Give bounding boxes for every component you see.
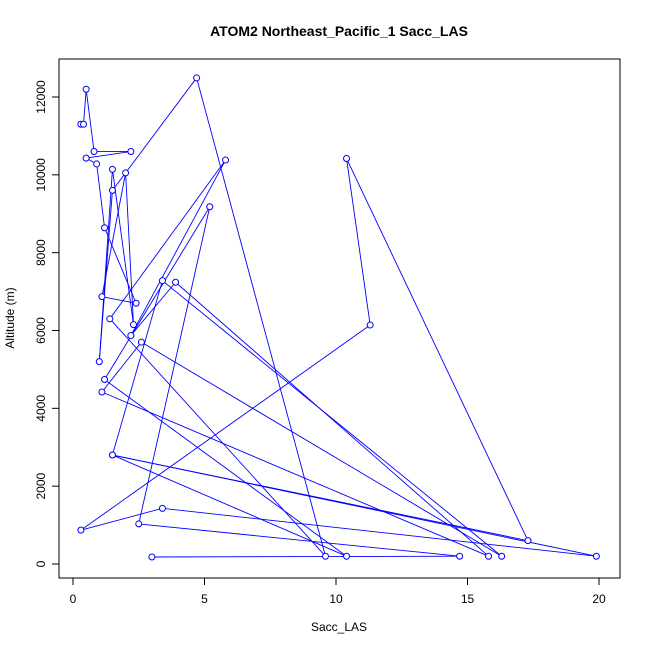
data-point — [77, 526, 85, 534]
series-line-segment — [151, 555, 460, 558]
data-point — [127, 332, 135, 340]
data-point — [456, 552, 464, 560]
series-line-segment — [101, 296, 137, 304]
y-axis-label: Altitude (m) — [3, 287, 17, 348]
y-tick-label: 6000 — [34, 317, 48, 344]
data-point — [366, 321, 374, 329]
series-line-segment — [85, 89, 95, 152]
x-axis: 0 5 10 15 20 — [70, 577, 606, 606]
x-tick-label: 20 — [592, 592, 606, 606]
data-series — [77, 74, 600, 561]
data-point — [127, 147, 135, 155]
data-point — [106, 315, 114, 323]
data-point — [108, 165, 116, 173]
series-line-segment — [130, 159, 226, 336]
series-line-segment — [112, 169, 134, 325]
series-line-segment — [346, 158, 529, 541]
series-line-segment — [130, 281, 176, 336]
data-point — [95, 358, 103, 366]
series-line-segment — [125, 172, 134, 325]
y-tick-label: 8000 — [34, 239, 48, 266]
data-point — [158, 504, 166, 512]
data-point — [485, 552, 493, 560]
series-line-segment — [346, 158, 371, 326]
data-point — [343, 552, 351, 560]
chart-title: ATOM2 Northeast_Pacific_1 Sacc_LAS — [210, 23, 468, 39]
series-line-segment — [83, 89, 87, 125]
data-point — [80, 120, 88, 128]
data-point — [101, 224, 109, 232]
data-point — [222, 156, 230, 164]
series-line-segment — [162, 280, 502, 557]
x-tick-label: 15 — [461, 592, 475, 606]
data-point — [343, 154, 351, 162]
y-tick-label: 4000 — [34, 395, 48, 422]
series-line-segment — [112, 454, 347, 557]
series-line-segment — [109, 318, 326, 557]
y-axis: 0 2000 4000 6000 8000 10000 12000 — [34, 80, 60, 567]
data-point — [172, 278, 180, 286]
data-point — [206, 203, 214, 211]
data-point — [122, 169, 130, 177]
x-axis-label: Sacc_LAS — [311, 620, 367, 634]
x-tick-label: 5 — [201, 592, 208, 606]
y-tick-label: 10000 — [34, 158, 48, 192]
series-line-segment — [86, 151, 131, 159]
series-line-segment — [175, 281, 489, 557]
series-line-segment — [80, 324, 371, 531]
data-point — [93, 160, 101, 168]
series-line-segment — [109, 159, 226, 320]
series-line-segment — [138, 206, 211, 525]
series-line-segment — [162, 507, 597, 557]
data-point — [129, 321, 137, 329]
x-tick-label: 0 — [70, 592, 77, 606]
data-point — [498, 552, 506, 560]
data-point — [524, 537, 532, 545]
data-point — [135, 520, 143, 528]
series-line-segment — [141, 341, 502, 557]
data-point — [108, 186, 116, 194]
data-point — [82, 85, 90, 93]
y-tick-label: 2000 — [34, 472, 48, 499]
series-line-segment — [104, 206, 211, 380]
data-point — [90, 147, 98, 155]
plot-area-frame — [58, 58, 621, 579]
y-tick-label: 0 — [34, 560, 48, 567]
x-tick-label: 10 — [329, 592, 343, 606]
data-point — [98, 293, 106, 301]
series-line-segment — [104, 379, 347, 557]
series-line-segment — [80, 507, 163, 531]
data-point — [148, 553, 156, 561]
data-point — [132, 299, 140, 307]
series-line-segment — [196, 77, 326, 557]
data-point — [193, 74, 201, 82]
data-point — [158, 277, 166, 285]
data-point — [137, 338, 145, 346]
data-point — [108, 451, 116, 459]
series-line-segment — [96, 163, 106, 228]
data-point — [321, 552, 329, 560]
series-line-segment — [112, 280, 163, 456]
data-point — [592, 552, 600, 560]
data-point — [98, 388, 106, 396]
series-line-segment — [98, 190, 113, 362]
data-point — [101, 376, 109, 384]
data-point — [82, 154, 90, 162]
series-line-segment — [101, 391, 489, 557]
series-line-segment — [138, 523, 460, 557]
series-line-segment — [101, 341, 142, 393]
series-line-segment — [112, 454, 597, 557]
y-tick-label: 12000 — [34, 80, 48, 114]
